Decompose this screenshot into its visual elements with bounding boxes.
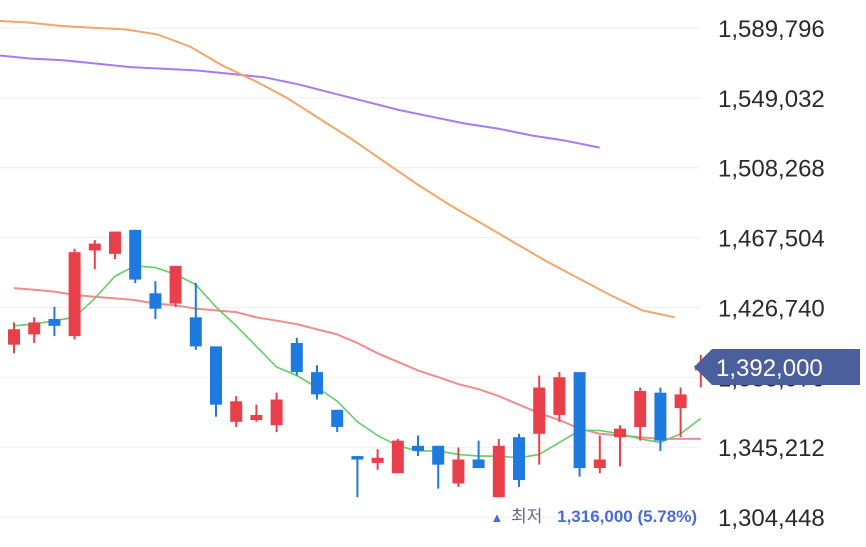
candle-body <box>290 342 303 373</box>
candle-down <box>331 409 344 433</box>
moving-average-lines <box>0 20 702 459</box>
candle-up <box>492 438 505 498</box>
candle-down <box>573 372 586 477</box>
candle-body <box>48 318 61 326</box>
candle-up <box>614 425 626 467</box>
y-axis: 1,589,796 1,549,032 1,508,268 1,467,504 1,42… <box>718 16 825 532</box>
candle-down <box>412 435 424 457</box>
ma-short-line <box>13 265 702 459</box>
candle-down <box>311 365 323 400</box>
candle-down <box>189 282 202 350</box>
candle-up <box>674 387 687 438</box>
candle-up <box>68 248 81 340</box>
candle-body <box>432 445 445 465</box>
y-tick-label: 1,467,504 <box>718 226 825 253</box>
candle-body <box>634 390 647 427</box>
low-prefix: 최저 <box>511 507 542 526</box>
candle-body <box>533 387 546 434</box>
candle-body <box>331 409 344 427</box>
candle-body <box>270 399 283 426</box>
candle-body <box>573 372 586 469</box>
candle-body <box>391 440 404 474</box>
candle-down <box>290 337 303 376</box>
current-price-tag-group: 1,392,000 <box>694 348 860 385</box>
candle-body <box>614 428 626 438</box>
candle-body <box>311 372 323 395</box>
candle-body <box>149 293 162 309</box>
candle-down <box>149 281 162 319</box>
candle-up <box>553 372 566 422</box>
candle-up <box>230 396 243 427</box>
low-annotation-group: ▲ 최저 1,316,000 (5.78%) <box>490 507 697 526</box>
candle-body <box>452 459 465 484</box>
candle-up <box>452 447 465 487</box>
candle-up <box>634 387 647 441</box>
candle-down <box>654 387 667 451</box>
y-tick-label: 1,426,740 <box>718 295 825 322</box>
candle-body <box>513 437 525 481</box>
candle-down <box>351 456 364 498</box>
current-price-tag <box>694 348 860 385</box>
candle-body <box>472 459 485 469</box>
candle-up <box>391 438 404 474</box>
candle-body <box>88 243 101 251</box>
candle-body <box>492 445 505 498</box>
candle-body <box>8 329 20 345</box>
low-value: 1,316,000 (5.78%) <box>557 507 697 526</box>
candle-body <box>109 231 121 254</box>
candle-body <box>210 346 222 405</box>
candle-body <box>129 229 142 280</box>
candle-body <box>371 457 384 463</box>
low-marker: ▲ <box>490 510 503 525</box>
candle-body <box>674 394 687 409</box>
y-tick-label: 1,345,212 <box>718 435 825 462</box>
y-tick-label: 1,589,796 <box>718 16 825 43</box>
candle-up <box>250 404 263 422</box>
candle-body <box>351 456 364 460</box>
candle-body <box>412 445 424 451</box>
candle-body <box>169 265 182 304</box>
candle-up <box>270 392 283 433</box>
candle-body <box>28 322 41 335</box>
candle-down <box>432 445 445 489</box>
y-tick-label: 1,549,032 <box>718 86 825 113</box>
candle-body <box>654 392 667 441</box>
candle-body <box>189 317 202 347</box>
candle-up <box>88 240 101 270</box>
candle-body <box>553 377 566 415</box>
ma-long-line <box>0 20 675 319</box>
candle-up <box>109 231 121 259</box>
low-annotation: ▲ 최저 1,316,000 (5.78%) <box>490 507 697 526</box>
current-price-label: 1,392,000 <box>716 355 823 382</box>
candle-up <box>28 317 41 343</box>
candle-down <box>472 440 485 469</box>
candle-body <box>593 459 606 469</box>
candle-down <box>210 346 222 417</box>
candle-up <box>533 375 546 465</box>
candle-up <box>169 265 182 307</box>
candle-body <box>68 252 81 337</box>
candles <box>8 229 707 498</box>
y-tick-label: 1,508,268 <box>718 156 825 183</box>
ma-longest-line <box>0 54 600 149</box>
candle-body <box>230 401 243 422</box>
gridlines <box>0 27 700 518</box>
candle-down <box>513 433 525 487</box>
candle-body <box>250 414 263 421</box>
candle-up <box>8 322 20 354</box>
candle-down <box>129 229 142 283</box>
candle-down <box>48 306 61 337</box>
candle-up <box>371 449 384 470</box>
ma-mid-line <box>13 287 701 440</box>
y-tick-label: 1,304,448 <box>718 505 825 532</box>
candle-up <box>593 435 606 474</box>
